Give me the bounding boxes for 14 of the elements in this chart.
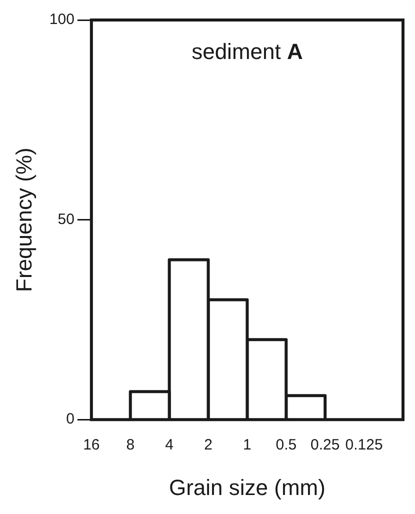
text: sediment A <box>192 39 303 64</box>
x-tick-label: 2 <box>204 436 212 454</box>
y-tick-label: 100 <box>49 11 74 28</box>
y-axis-title: Frequency (%) <box>11 148 36 292</box>
x-tick-label: 1 <box>243 436 252 454</box>
x-tick-label: 16 <box>83 436 100 454</box>
x-axis-title: Grain size (mm) <box>168 474 326 500</box>
x-tick-label: 8 <box>126 436 135 454</box>
x-tick-label: 0.5 <box>276 436 297 454</box>
x-tick-label: 0.125 <box>345 436 383 454</box>
y-tick-label: 50 <box>58 210 74 228</box>
x-tick-label: 0.25 <box>310 436 340 454</box>
y-tick-label: 0 <box>66 410 74 428</box>
x-tick-label: 4 <box>165 436 174 454</box>
